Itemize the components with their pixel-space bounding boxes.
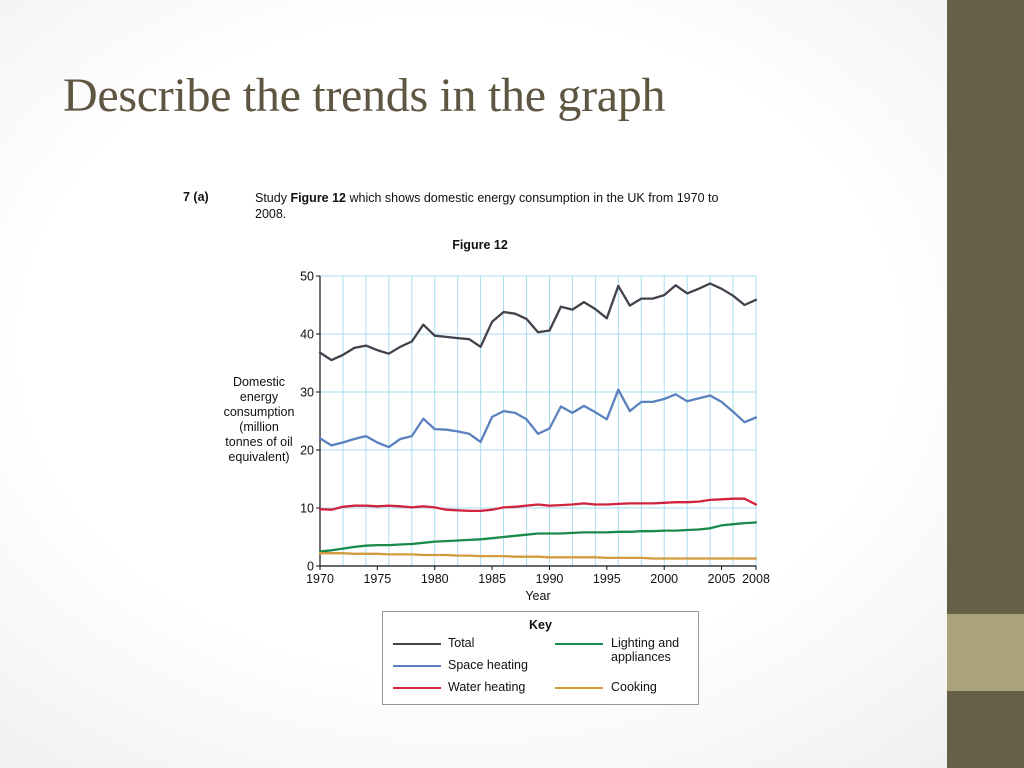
question-figure-ref: Figure 12 [290, 191, 347, 205]
slide-title: Describe the trends in the graph [63, 69, 666, 122]
x-tick-label: 1975 [363, 572, 391, 586]
x-tick-label: 1985 [478, 572, 506, 586]
y-tick-label: 10 [300, 502, 314, 516]
y-tick-label: 50 [300, 270, 314, 284]
series-line-lighting [318, 521, 758, 553]
x-tick-label: 2008 [742, 572, 770, 586]
legend-title: Key [529, 618, 552, 632]
chart-y-axis-label: Domestic energy consumption (million ton… [223, 375, 295, 464]
legend-swatch-lighting [555, 643, 603, 645]
chart-title: Figure 12 [452, 238, 508, 252]
question-number: 7 (a) [183, 190, 209, 204]
legend-swatch-total [393, 643, 441, 645]
x-tick-label: 1990 [536, 572, 564, 586]
legend-swatch-space-heating [393, 665, 441, 667]
legend-label-total: Total [448, 636, 475, 650]
series-line-space-heating [318, 388, 758, 449]
series-line-water-heating [318, 497, 758, 513]
legend-label-water-heating: Water heating [448, 680, 526, 694]
x-tick-label: 1970 [306, 572, 334, 586]
legend-swatch-cooking [555, 687, 603, 689]
legend-swatch-water-heating [393, 687, 441, 689]
series-line-total [318, 282, 758, 362]
x-axis-label: Year [525, 589, 550, 603]
y-tick-label: 30 [300, 386, 314, 400]
y-tick-label: 0 [307, 560, 314, 574]
question-text: Study Figure 12 which shows domestic ene… [255, 190, 735, 222]
y-tick-label: 20 [300, 444, 314, 458]
question-text-prefix: Study [255, 191, 291, 205]
sidebar-accent-block [947, 614, 1024, 691]
x-tick-label: 2005 [708, 572, 736, 586]
legend-label-lighting: Lighting and appliances [611, 636, 680, 664]
x-tick-label: 2000 [650, 572, 678, 586]
chart-legend: Key Total Space heating Water heating Li… [382, 611, 699, 705]
question-text-suffix: which shows domestic energy consumption … [255, 191, 719, 221]
x-tick-label: 1995 [593, 572, 621, 586]
series-line-cooking [318, 552, 758, 560]
y-tick-label: 40 [300, 328, 314, 342]
legend-label-cooking: Cooking [611, 680, 657, 694]
legend-label-space-heating: Space heating [448, 658, 528, 672]
x-tick-label: 1980 [421, 572, 449, 586]
